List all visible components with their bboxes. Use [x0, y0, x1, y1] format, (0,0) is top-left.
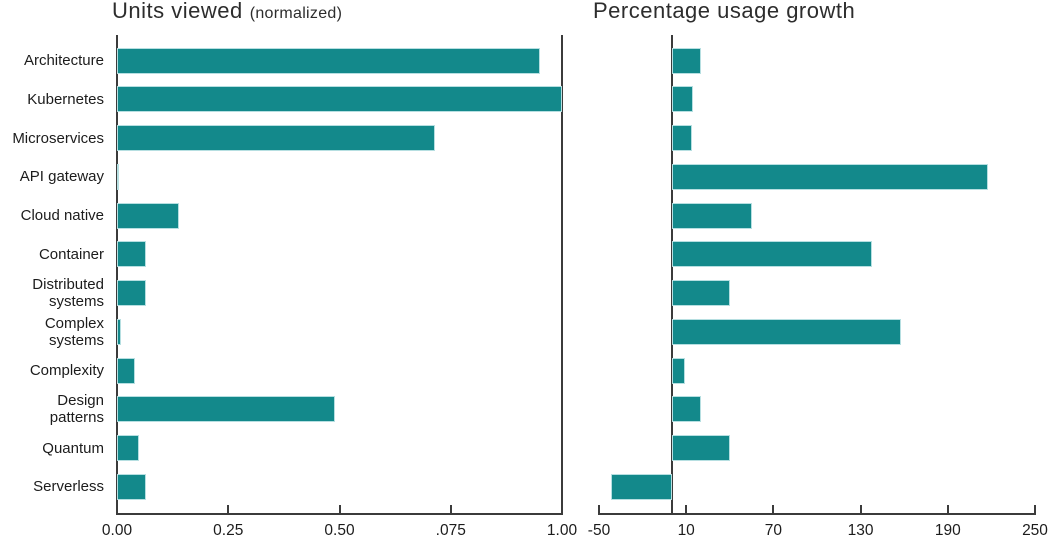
- left-chart-title-note: (normalized): [249, 5, 343, 22]
- x-tick-label: 1.00: [546, 522, 578, 539]
- x-tick-mark: [685, 505, 688, 513]
- bar: [117, 435, 140, 461]
- axis-spine: [670, 35, 673, 513]
- left-chart-title-text: Units viewed: [112, 0, 243, 23]
- bar: [117, 241, 146, 268]
- bar: [117, 47, 540, 74]
- x-axis-line: [598, 513, 1036, 515]
- x-tick-label: 0.25: [213, 522, 244, 539]
- axis-spine: [561, 35, 563, 513]
- category-label: Architecture: [23, 52, 104, 69]
- category-label: Quantum: [42, 439, 104, 457]
- bar: [117, 125, 436, 151]
- right-chart-title-text: Percentage usage growth: [593, 0, 856, 23]
- category-label: Container: [38, 245, 104, 263]
- bar: [117, 163, 120, 190]
- category-label: Complexity: [29, 362, 104, 379]
- category-label: Complex systems: [44, 314, 104, 349]
- bar: [671, 86, 694, 113]
- x-axis-line: [116, 513, 563, 515]
- x-tick-mark: [859, 505, 862, 513]
- x-tick-label: -50: [587, 522, 611, 539]
- bar: [117, 86, 562, 113]
- x-tick-label: .075: [435, 522, 466, 539]
- left-chart-title: Units viewed (normalized): [112, 0, 342, 26]
- x-tick-mark: [227, 505, 230, 513]
- x-tick-label: 70: [764, 522, 783, 539]
- bar: [671, 318, 902, 345]
- bar: [671, 241, 873, 268]
- category-label: Kubernetes: [27, 90, 104, 108]
- category-label: Serverless: [33, 478, 104, 496]
- category-label: Design patterns: [49, 392, 104, 427]
- x-tick-label: 130: [847, 522, 874, 539]
- category-label: Distributed systems: [32, 276, 104, 310]
- bar: [671, 357, 685, 384]
- bar: [117, 357, 135, 384]
- x-tick-label: 0.50: [324, 522, 355, 539]
- category-label: Microservices: [12, 129, 104, 147]
- x-tick-mark: [338, 505, 341, 513]
- x-tick-mark: [598, 505, 600, 513]
- right-chart-title: Percentage usage growth: [593, 0, 855, 26]
- x-tick-mark: [946, 505, 949, 513]
- category-label: Cloud native: [20, 207, 104, 224]
- x-tick-label: 250: [1022, 522, 1048, 539]
- bar: [117, 318, 122, 345]
- bar: [671, 435, 730, 461]
- bar: [117, 396, 336, 423]
- bar: [671, 163, 989, 190]
- bar: [671, 396, 701, 423]
- bar: [117, 280, 146, 306]
- x-tick-mark: [772, 505, 775, 513]
- bar: [671, 280, 730, 306]
- category-label: API gateway: [19, 168, 104, 186]
- bar: [117, 202, 180, 229]
- bar: [671, 202, 752, 229]
- bar: [671, 47, 701, 74]
- x-tick-mark: [1034, 505, 1036, 513]
- axis-spine: [116, 35, 118, 513]
- x-tick-label: 10: [677, 522, 695, 539]
- x-tick-label: 190: [934, 522, 961, 539]
- bar: [610, 473, 672, 500]
- x-tick-mark: [449, 505, 452, 513]
- bar: [117, 473, 146, 500]
- bar: [671, 125, 692, 151]
- x-tick-label: 0.00: [101, 522, 133, 539]
